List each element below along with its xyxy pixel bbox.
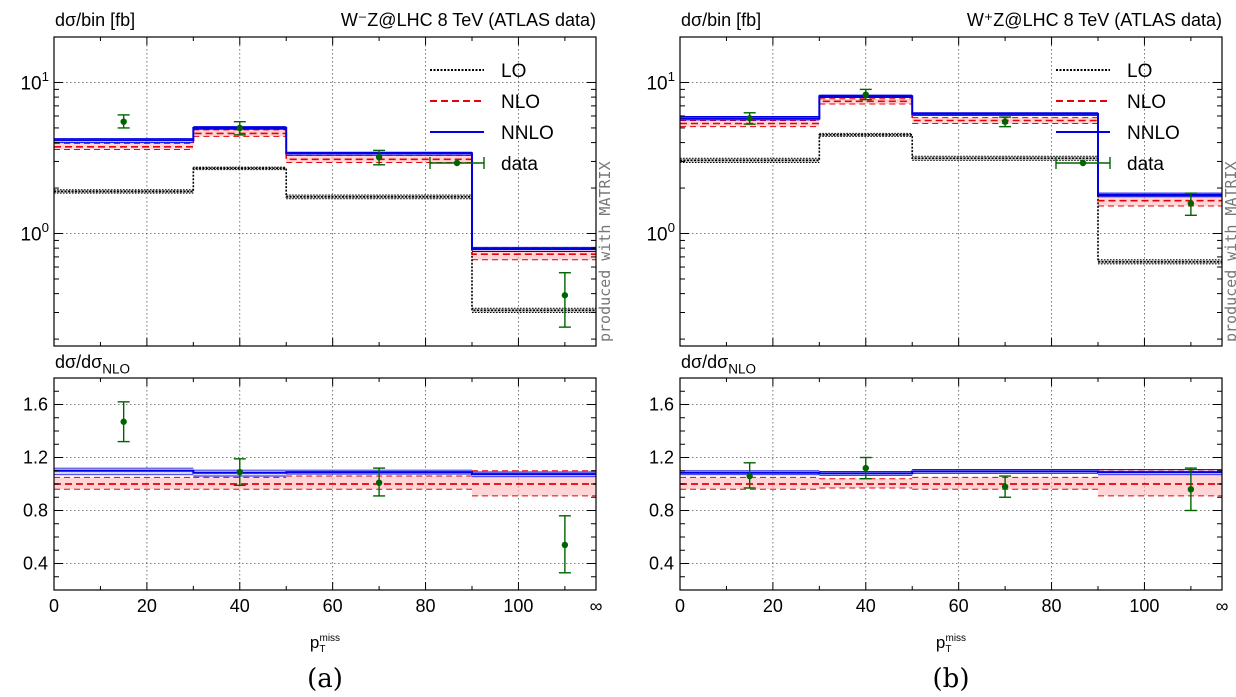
ratio-y-tick-label: 1.2 <box>23 448 48 468</box>
band-lo <box>1097 259 1222 264</box>
ratio-line-nnlo <box>680 470 1222 475</box>
x-tick-label: 20 <box>137 596 157 616</box>
x-tick-label: 80 <box>416 596 436 616</box>
chart-panel-a: 0 20 40 60 80 100 ∞ 101 100 0.4 0.8 1.2 1.6 dσ/bin [f… <box>20 10 614 694</box>
main-plot-frame <box>679 36 1223 347</box>
data-point <box>746 115 753 122</box>
series-line-nlo <box>680 100 1222 202</box>
band-lo <box>193 167 287 170</box>
legend-label-lo: LO <box>501 61 526 82</box>
y-tick-label: 101 <box>20 69 49 95</box>
data-point <box>1001 118 1009 125</box>
ratio-data-point <box>375 479 383 486</box>
data-point <box>561 292 569 299</box>
main-plot-frame <box>53 36 597 347</box>
ratio-y-tick-label: 1.2 <box>649 448 674 468</box>
watermark-text: produced with MATRIX <box>596 161 614 342</box>
ratio-y-tick-label: 0.4 <box>23 554 48 574</box>
ratio-y-tick-label: 0.8 <box>23 501 48 521</box>
x-axis-label: pTmiss <box>936 633 966 655</box>
ratio-data-point <box>1001 483 1009 490</box>
legend-label-data: data <box>501 154 538 175</box>
y-axis-label: dσ/bin [fb] <box>681 10 761 30</box>
band-nlo <box>471 248 596 260</box>
ratio-data-point <box>746 472 753 480</box>
data-point <box>375 154 383 161</box>
x-tick-label: 80 <box>1042 596 1062 616</box>
ratio-y-tick-label: 1.6 <box>23 395 48 415</box>
ratio-y-axis-label: dσ/dσNLO <box>681 352 756 376</box>
x-tick-label: 40 <box>230 596 250 616</box>
legend-label-nlo: NLO <box>1127 92 1166 113</box>
band-nlo <box>819 98 913 105</box>
series-line-lo <box>680 134 1222 263</box>
series-line-lo <box>54 167 596 312</box>
x-tick-label: 0 <box>675 596 685 616</box>
band-lo <box>912 156 1098 161</box>
series-line-nnlo <box>54 126 596 250</box>
band-lo <box>680 158 820 163</box>
ratio-data-point <box>1187 486 1195 493</box>
legend-swatch-data-point <box>453 159 461 167</box>
x-tick-label: 40 <box>856 596 876 616</box>
y-axis-label: dσ/bin [fb] <box>55 10 135 30</box>
ratio-y-axis-label: dσ/dσNLO <box>55 352 130 376</box>
x-tick-label: 60 <box>949 596 969 616</box>
legend-label-nnlo: NNLO <box>1127 123 1180 144</box>
series-line-nlo <box>54 132 596 255</box>
ratio-data-point <box>561 541 569 549</box>
data-point <box>1187 200 1195 207</box>
band-nlo <box>1097 194 1222 207</box>
data-point <box>862 91 869 98</box>
data-point <box>236 124 243 132</box>
series-line-nnlo <box>680 95 1222 196</box>
legend-label-lo: LO <box>1127 61 1152 82</box>
x-tick-label: ∞ <box>590 596 603 616</box>
data-point <box>120 118 127 125</box>
ratio-data-point <box>236 468 243 476</box>
x-tick-label: 20 <box>763 596 783 616</box>
ratio-data-point <box>120 418 127 425</box>
ratio-line-nnlo <box>54 469 596 476</box>
chart-title: W⁻Z@LHC 8 TeV (ATLAS data) <box>341 10 596 30</box>
x-tick-label: ∞ <box>1216 596 1229 616</box>
panel-caption: (a) <box>307 664 343 694</box>
y-tick-label: 100 <box>20 220 49 246</box>
watermark-text: produced with MATRIX <box>1222 161 1236 342</box>
ratio-band-nlo <box>819 478 913 488</box>
chart-panel-b: 0 20 40 60 80 100 ∞ 101 100 0.4 0.8 1.2 1.6 dσ/bin [f… <box>646 10 1236 694</box>
chart-title: W⁺Z@LHC 8 TeV (ATLAS data) <box>967 10 1222 30</box>
band-lo <box>286 194 472 199</box>
x-tick-label: 60 <box>323 596 343 616</box>
y-tick-label: 101 <box>646 69 675 95</box>
legend-label-nnlo: NNLO <box>501 123 554 144</box>
y-tick-label: 100 <box>646 220 675 246</box>
ratio-y-tick-label: 0.8 <box>649 501 674 521</box>
x-axis-label: pTmiss <box>310 633 340 655</box>
ratio-data-point <box>862 464 869 472</box>
x-tick-label: 100 <box>1129 596 1159 616</box>
legend-swatch-data-point <box>1079 159 1087 167</box>
panel-caption: (b) <box>933 664 970 694</box>
ratio-y-tick-label: 1.6 <box>649 395 674 415</box>
legend-label-data: data <box>1127 154 1164 175</box>
band-lo <box>54 189 194 194</box>
x-tick-label: 100 <box>503 596 533 616</box>
x-tick-label: 0 <box>49 596 59 616</box>
legend-label-nlo: NLO <box>501 92 540 113</box>
ratio-y-tick-label: 0.4 <box>649 554 674 574</box>
